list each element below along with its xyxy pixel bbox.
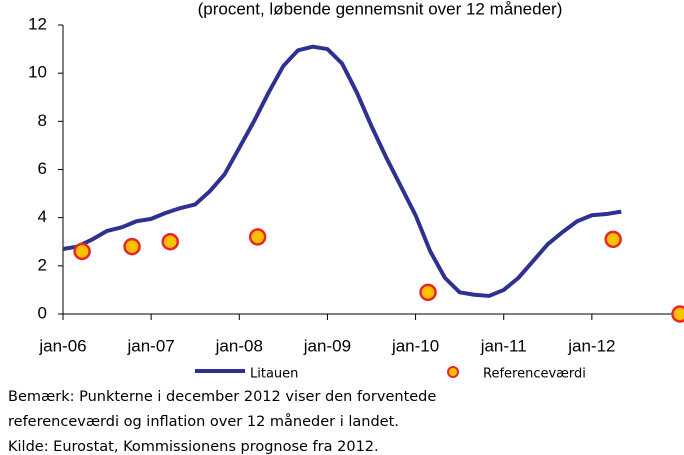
y-tick-label: 6	[38, 159, 47, 178]
x-tick-label: jan-11	[480, 336, 527, 355]
note: referenceværdi og inflation over 12 måne…	[8, 413, 399, 430]
y-tick-label: 8	[38, 111, 47, 130]
legend-label: Referenceværdi	[483, 367, 586, 382]
point	[604, 230, 622, 249]
point	[123, 237, 141, 256]
x-tick-label: jan-07	[127, 336, 175, 355]
y-tick-label: 2	[38, 255, 47, 274]
x-tick-label: jan-06	[38, 336, 86, 355]
x-tick-label: jan-08	[215, 336, 263, 355]
x-tick-label: jan-12	[567, 336, 615, 355]
y-tick-label: 12	[28, 14, 47, 33]
note: Bemærk: Punkterne i december 2012 viser …	[8, 389, 436, 405]
line	[62, 44, 622, 298]
point	[671, 305, 684, 323]
y-tick-label: 4	[38, 207, 47, 226]
note: Kilde: Eurostat, Kommissionens prognose …	[8, 439, 379, 455]
legend-label: Litauen	[250, 367, 298, 382]
legend-swatch	[447, 366, 459, 378]
x-tick-label: jan-09	[303, 336, 351, 355]
point	[248, 228, 267, 246]
point	[73, 242, 91, 261]
chart-subtitle: (procent, løbende gennemsnit over 12 mån…	[198, 0, 563, 18]
point	[161, 233, 179, 251]
y-tick-label: 0	[38, 303, 47, 322]
y-tick-label: 10	[28, 63, 47, 82]
x-tick-label: jan-10	[391, 336, 439, 355]
point	[419, 283, 437, 302]
